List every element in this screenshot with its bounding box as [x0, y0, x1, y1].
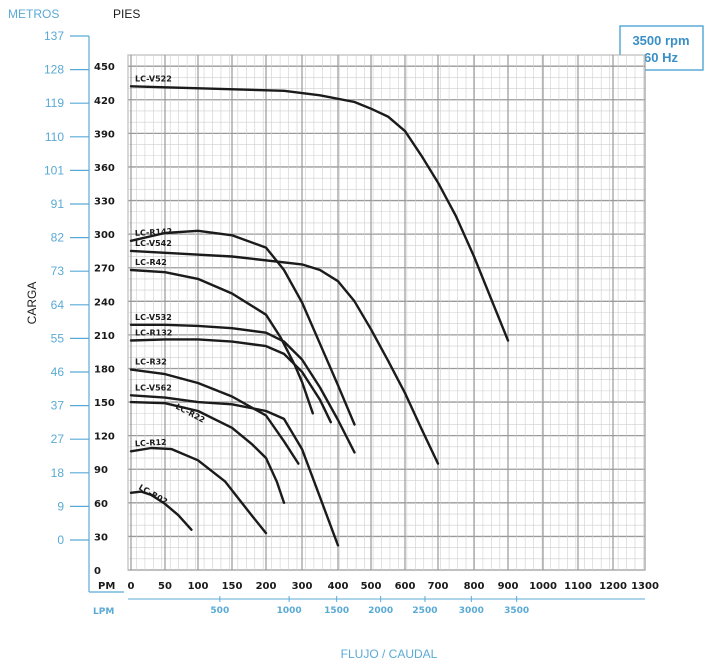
meters-tick-label: 119 — [45, 96, 64, 110]
lpm-tick-label: 2500 — [412, 606, 437, 616]
pump-curve-lc-v522 — [129, 85, 510, 342]
pump-curve-lc-v562 — [129, 394, 340, 547]
gpm-tick-label: 150 — [222, 581, 243, 592]
gpm-tick-label: 1000 — [529, 581, 557, 592]
gpm-unit-label: PM — [98, 581, 115, 592]
meters-tick-label: 9 — [57, 499, 64, 513]
feet-tick-label: 270 — [94, 264, 115, 275]
lpm-axis: 500 1000 1500 2000 2500 3000 3500 — [128, 596, 645, 616]
pump-curve-lc-r02 — [129, 490, 193, 531]
gpm-tick-label: 1200 — [599, 581, 627, 592]
gpm-tick-label: 200 — [256, 581, 277, 592]
grid — [127, 54, 646, 571]
gpm-tick-label: 1300 — [631, 581, 659, 592]
lpm-tick-label: 3000 — [459, 606, 484, 616]
gpm-tick-label: 50 — [158, 581, 172, 592]
feet-tick-label: 0 — [94, 566, 101, 577]
gpm-tick-label: 600 — [395, 581, 416, 592]
pump-curve-lc-r12 — [129, 446, 268, 535]
series-label-lc-v522: LC-V522 — [135, 74, 172, 83]
feet-tick-label: 180 — [94, 364, 115, 375]
meters-tick-label: 82 — [51, 231, 65, 245]
series-label-lc-r142: LC-R142 — [135, 227, 173, 238]
feet-unit-label: PIES — [113, 7, 140, 21]
meters-tick-label: 46 — [51, 365, 65, 379]
gpm-tick-label: 1100 — [564, 581, 592, 592]
feet-tick-label: 240 — [94, 297, 115, 308]
meters-tick-label: 27 — [51, 432, 65, 446]
feet-tick-label: 30 — [94, 532, 108, 543]
meters-tick-label: 128 — [44, 63, 64, 77]
pump-curve-lc-r32 — [129, 368, 300, 465]
series-label-lc-v532: LC-V532 — [135, 313, 172, 322]
series-label-lc-r32: LC-R32 — [135, 358, 167, 367]
meters-tick-label: 137 — [44, 29, 64, 43]
feet-axis: 0 30 60 90 120 150 180 210 240 270 300 330 360 390 420… — [94, 62, 115, 577]
feet-tick-label: 60 — [94, 499, 108, 510]
feet-tick-label: 210 — [94, 331, 115, 342]
meters-tick-label: 55 — [51, 331, 65, 345]
feet-tick-label: 150 — [94, 398, 115, 409]
gpm-tick-label: 800 — [464, 581, 485, 592]
pump-curve-lc-r132 — [129, 338, 332, 424]
meters-tick-label: 110 — [45, 130, 64, 144]
meters-tick-label: 64 — [51, 298, 65, 312]
meters-tick-label: 101 — [44, 163, 64, 177]
x-axis-title: FLUJO / CAUDAL — [341, 647, 438, 661]
feet-tick-label: 120 — [94, 432, 115, 443]
series-label-lc-r132: LC-R132 — [135, 328, 172, 337]
gpm-tick-label: 100 — [188, 581, 209, 592]
lpm-tick-label: 500 — [210, 606, 229, 616]
feet-tick-label: 420 — [94, 96, 115, 107]
gpm-axis: 0 50 100 150 200 300 400 500 600 700 800 900 1000 110… — [128, 581, 659, 592]
gpm-tick-label: 400 — [328, 581, 349, 592]
lpm-tick-label: 2000 — [368, 606, 393, 616]
y-axis-title: CARGA — [25, 282, 39, 325]
series-label-lc-v542: LC-V542 — [135, 239, 172, 248]
gpm-tick-label: 0 — [128, 581, 135, 592]
series-label-lc-v562: LC-V562 — [135, 383, 172, 392]
lpm-tick-label: 3500 — [504, 606, 529, 616]
speed-box-rpm: 3500 rpm — [632, 33, 689, 48]
gpm-tick-label: 900 — [498, 581, 519, 592]
meters-tick-label: 91 — [51, 197, 65, 211]
meters-tick-label: 18 — [51, 466, 65, 480]
feet-tick-label: 450 — [94, 62, 115, 73]
pump-curve-lc-r142 — [129, 229, 356, 426]
lpm-tick-label: 1000 — [277, 606, 302, 616]
meters-unit-label: METROS — [8, 7, 59, 21]
feet-tick-label: 360 — [94, 163, 115, 174]
speed-box-hz: 60 Hz — [644, 50, 678, 65]
meters-tick-label: 73 — [51, 264, 65, 278]
series-label-lc-r42: LC-R42 — [135, 258, 167, 267]
gpm-tick-label: 700 — [428, 581, 449, 592]
gpm-tick-label: 300 — [292, 581, 313, 592]
pump-curve-lc-r22 — [129, 400, 286, 504]
feet-tick-label: 330 — [94, 197, 115, 208]
lpm-unit-label: LPM — [93, 607, 114, 617]
gpm-tick-label: 500 — [361, 581, 382, 592]
meters-tick-label: 0 — [57, 533, 64, 547]
pump-curve-lc-r42 — [129, 268, 314, 415]
feet-tick-label: 90 — [94, 465, 108, 476]
lpm-tick-label: 1500 — [324, 606, 349, 616]
pump-curve-lc-v542 — [129, 249, 440, 465]
series-label-lc-r12: LC-R12 — [135, 438, 167, 449]
feet-tick-label: 390 — [94, 129, 115, 140]
feet-tick-label: 300 — [94, 230, 115, 241]
pump-curve-lc-v532 — [129, 323, 356, 454]
meters-tick-label: 37 — [51, 399, 65, 413]
